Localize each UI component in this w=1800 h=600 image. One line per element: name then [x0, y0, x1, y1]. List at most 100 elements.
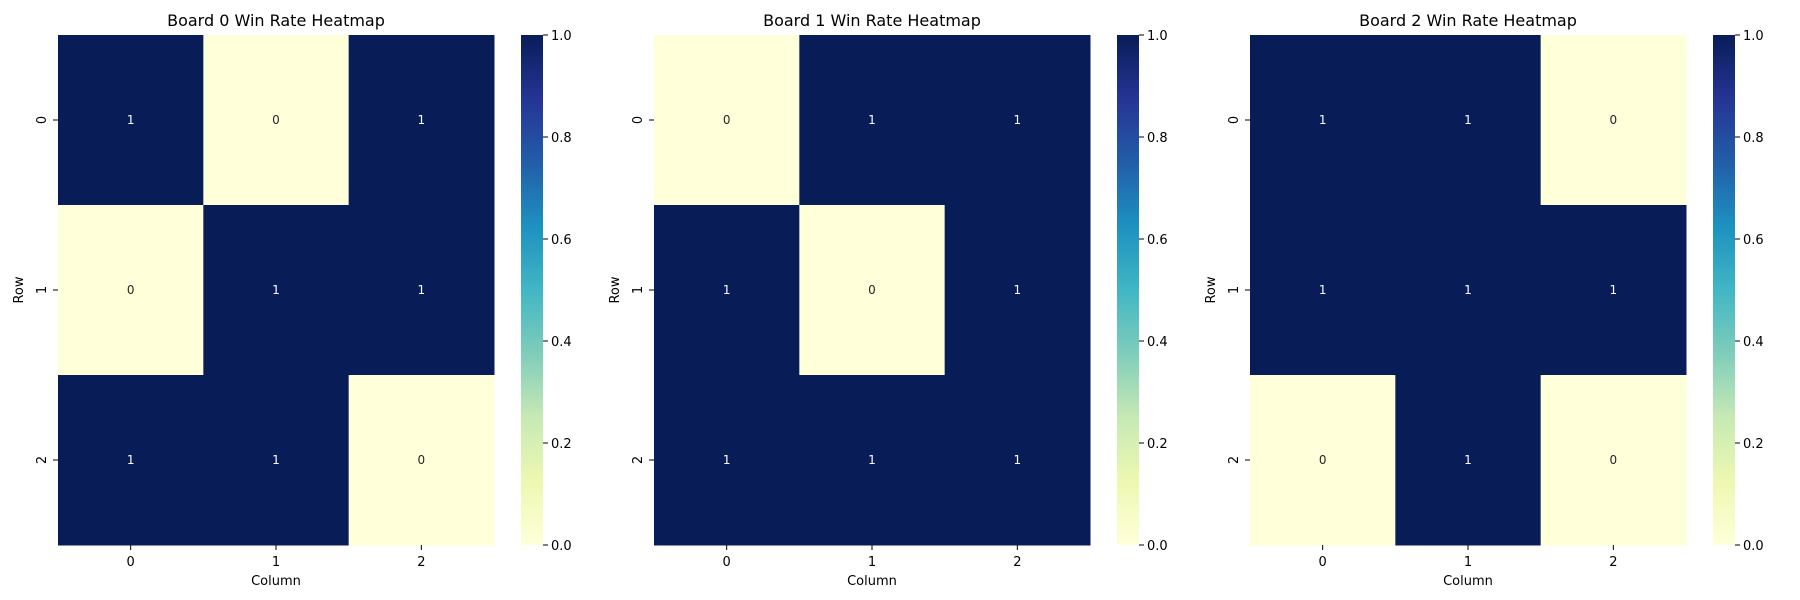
colorbar-tick-label: 0.6 [551, 233, 572, 248]
heatmap-cell-r1-c2 [348, 205, 495, 376]
cell-value-label: 0 [1610, 113, 1618, 127]
x-tick-label: 2 [1609, 555, 1617, 570]
x-tick-label: 0 [127, 555, 135, 570]
colorbar-tick-label: 1.0 [1147, 29, 1168, 44]
cell-value-label: 1 [868, 113, 876, 127]
x-tick-label: 2 [1013, 555, 1021, 570]
colorbar-tick-label: 0.0 [1743, 539, 1764, 554]
heatmap-cell-r1-c0 [58, 205, 204, 376]
colorbar-tick-label: 0.8 [551, 131, 572, 146]
heatmap-cell-r0-c2 [348, 35, 495, 206]
heatmap-cell-r1-c2 [944, 205, 1091, 376]
cell-value-label: 1 [272, 453, 280, 467]
heatmap-cell-r0-c1 [1395, 35, 1542, 206]
cell-value-label: 1 [1014, 113, 1022, 127]
colorbar [1117, 35, 1139, 545]
chart-title: Board 0 Win Rate Heatmap [167, 11, 385, 30]
colorbar-tick-label: 0.4 [1147, 335, 1168, 350]
cell-value-label: 1 [1014, 283, 1022, 297]
y-axis-label: Row [608, 276, 623, 303]
y-tick-label: 1 [1227, 286, 1242, 294]
x-tick-label: 0 [1319, 555, 1327, 570]
colorbar [521, 35, 543, 545]
cell-value-label: 1 [418, 283, 426, 297]
y-tick-label: 1 [35, 286, 50, 294]
colorbar-tick-label: 1.0 [551, 29, 572, 44]
colorbar-tick-label: 0.8 [1147, 131, 1168, 146]
heatmap-cell-r0-c2 [1540, 35, 1687, 206]
heatmap-cell-r2-c0 [1250, 375, 1396, 546]
cell-value-label: 1 [127, 453, 135, 467]
colorbar-tick-label: 0.2 [551, 437, 572, 452]
cell-value-label: 1 [1464, 113, 1472, 127]
cell-value-label: 0 [1610, 453, 1618, 467]
cell-value-label: 1 [1014, 453, 1022, 467]
y-tick-label: 1 [631, 286, 646, 294]
colorbar-tick-label: 0.0 [1147, 539, 1168, 554]
heatmap-cell-r1-c2 [1540, 205, 1687, 376]
x-axis-label: Column [1443, 574, 1493, 589]
x-axis-label: Column [251, 574, 301, 589]
heatmap-cell-r2-c2 [944, 375, 1091, 546]
heatmap-cell-r2-c1 [203, 375, 350, 546]
chart-title: Board 2 Win Rate Heatmap [1359, 11, 1577, 30]
cell-value-label: 0 [272, 113, 280, 127]
cell-value-label: 1 [127, 113, 135, 127]
colorbar-tick-label: 1.0 [1743, 29, 1764, 44]
cell-value-label: 1 [723, 283, 731, 297]
y-tick-label: 0 [1227, 116, 1242, 124]
x-tick-label: 2 [417, 555, 425, 570]
x-tick-label: 1 [1464, 555, 1472, 570]
cell-value-label: 1 [418, 113, 426, 127]
x-tick-label: 1 [272, 555, 280, 570]
cell-value-label: 1 [1610, 283, 1618, 297]
x-tick-label: 1 [868, 555, 876, 570]
cell-value-label: 1 [1319, 113, 1327, 127]
heatmap-cell-r1-c1 [1395, 205, 1542, 376]
y-tick-label: 2 [1227, 456, 1242, 464]
cell-value-label: 0 [418, 453, 426, 467]
heatmap-cell-r0-c1 [799, 35, 946, 206]
cell-value-label: 1 [723, 453, 731, 467]
y-tick-label: 0 [631, 116, 646, 124]
chart-title: Board 1 Win Rate Heatmap [763, 11, 981, 30]
colorbar-tick-label: 0.4 [1743, 335, 1764, 350]
colorbar-tick-label: 0.0 [551, 539, 572, 554]
heatmap-cell-r0-c0 [654, 35, 800, 206]
colorbar-tick-label: 0.2 [1147, 437, 1168, 452]
heatmap-cell-r0-c0 [58, 35, 204, 206]
heatmap-cell-r1-c1 [799, 205, 946, 376]
colorbar-tick-label: 0.6 [1743, 233, 1764, 248]
x-tick-label: 0 [723, 555, 731, 570]
cell-value-label: 1 [1464, 283, 1472, 297]
heatmap-cell-r0-c0 [1250, 35, 1396, 206]
y-tick-label: 2 [35, 456, 50, 464]
heatmap-panel-1: Board 1 Win Rate Heatmap 0 1 1 1 0 1 1 1 1 0 1 2 0 1 2 C… [608, 11, 1168, 589]
colorbar [1713, 35, 1735, 545]
heatmap-cell-r2-c0 [58, 375, 204, 546]
heatmap-cell-r1-c0 [654, 205, 800, 376]
y-axis-label: Row [1204, 276, 1219, 303]
cell-value-label: 1 [1464, 453, 1472, 467]
heatmap-cell-r0-c2 [944, 35, 1091, 206]
y-axis-label: Row [12, 276, 27, 303]
x-axis-label: Column [847, 574, 897, 589]
cell-value-label: 0 [127, 283, 135, 297]
heatmap-cell-r0-c1 [203, 35, 350, 206]
colorbar-tick-label: 0.8 [1743, 131, 1764, 146]
colorbar-tick-label: 0.6 [1147, 233, 1168, 248]
heatmap-cell-r2-c0 [654, 375, 800, 546]
cell-value-label: 1 [1319, 283, 1327, 297]
heatmap-cell-r2-c1 [1395, 375, 1542, 546]
cell-value-label: 0 [1319, 453, 1327, 467]
heatmap-cell-r1-c0 [1250, 205, 1396, 376]
heatmap-cell-r2-c2 [1540, 375, 1687, 546]
cell-value-label: 1 [272, 283, 280, 297]
y-tick-label: 2 [631, 456, 646, 464]
cell-value-label: 1 [868, 453, 876, 467]
heatmap-panel-0: Board 0 Win Rate Heatmap 1 0 1 0 1 1 1 1 0 0 1 2 0 1 2 C… [12, 11, 572, 589]
heatmap-cell-r2-c1 [799, 375, 946, 546]
heatmap-panel-2: Board 2 Win Rate Heatmap 1 1 0 1 1 1 0 1 0 0 1 2 0 1 2 C… [1204, 11, 1764, 589]
colorbar-tick-label: 0.4 [551, 335, 572, 350]
